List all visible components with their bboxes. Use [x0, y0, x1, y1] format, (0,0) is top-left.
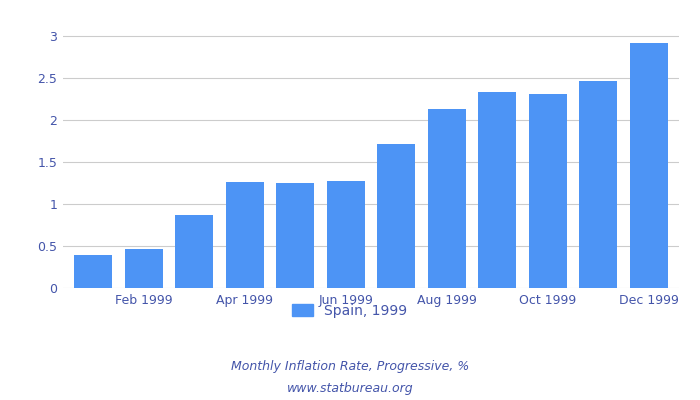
Legend: Spain, 1999: Spain, 1999 [287, 298, 413, 323]
Bar [74, 255, 112, 288]
Bar [478, 92, 516, 288]
Bar [528, 94, 567, 288]
Bar [630, 43, 668, 288]
Bar [276, 183, 314, 288]
Bar [327, 182, 365, 288]
Bar [580, 81, 617, 288]
Text: Monthly Inflation Rate, Progressive, %: Monthly Inflation Rate, Progressive, % [231, 360, 469, 373]
Bar [428, 109, 466, 288]
Bar [226, 182, 264, 288]
Bar [175, 215, 214, 288]
Bar [125, 250, 162, 288]
Bar [377, 144, 415, 288]
Text: www.statbureau.org: www.statbureau.org [287, 382, 413, 395]
